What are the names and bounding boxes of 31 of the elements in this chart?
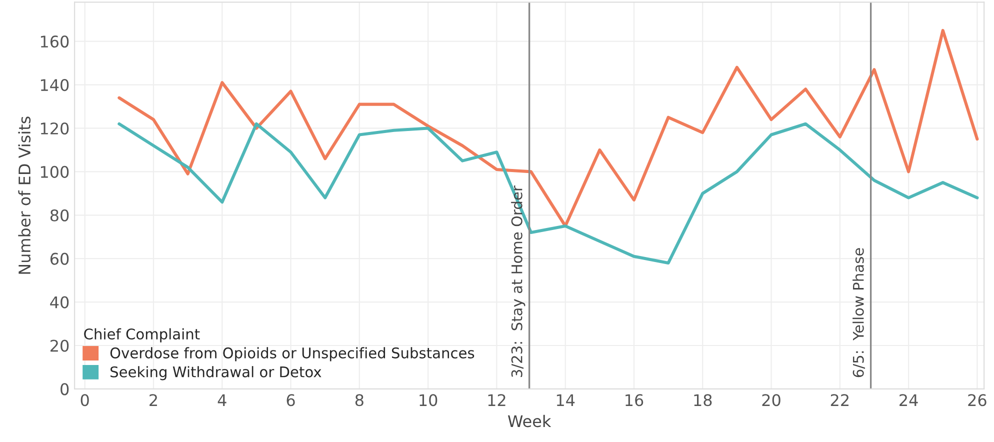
x-tick-label: 16 bbox=[626, 394, 644, 406]
ref-line-label: 3/23: Stay at Home Order bbox=[511, 186, 526, 377]
x-tick-label: 20 bbox=[762, 394, 780, 406]
y-tick-label: 100 bbox=[40, 166, 69, 178]
y-tick-label: 160 bbox=[40, 36, 69, 48]
x-tick-label: 4 bbox=[218, 394, 226, 406]
ref-line-label: 6/5: Yellow Phase bbox=[852, 248, 865, 378]
x-tick-label: 10 bbox=[420, 394, 438, 406]
y-tick-label: 120 bbox=[40, 122, 69, 135]
y-axis-title: Number of ED Visits bbox=[18, 116, 31, 274]
y-tick-label: 80 bbox=[50, 209, 69, 222]
legend-label: Seeking Withdrawal or Detox bbox=[110, 366, 322, 380]
x-tick-label: 22 bbox=[830, 394, 848, 406]
x-tick-label: 24 bbox=[900, 394, 918, 406]
y-tick-label: 140 bbox=[40, 78, 69, 92]
y-tick-label: 0 bbox=[60, 383, 69, 396]
x-tick-label: 12 bbox=[488, 394, 506, 406]
x-tick-label: 6 bbox=[286, 394, 295, 406]
line-series bbox=[118, 28, 979, 228]
x-tick-label: 14 bbox=[556, 394, 575, 406]
x-tick-label: 0 bbox=[80, 394, 89, 406]
y-tick-label: 20 bbox=[50, 340, 69, 352]
legend-label: Overdose from Opioids or Unspecified Substances bbox=[110, 347, 474, 362]
x-axis-title: Week bbox=[508, 414, 552, 428]
x-tick-label: 26 bbox=[968, 394, 986, 406]
y-tick-label: 60 bbox=[50, 252, 69, 265]
x-tick-label: 8 bbox=[355, 394, 364, 406]
y-tick-label: 40 bbox=[50, 296, 69, 308]
x-tick-label: 18 bbox=[694, 394, 712, 406]
x-tick-label: 2 bbox=[150, 394, 157, 406]
legend-title: Chief Complaint bbox=[84, 328, 200, 342]
